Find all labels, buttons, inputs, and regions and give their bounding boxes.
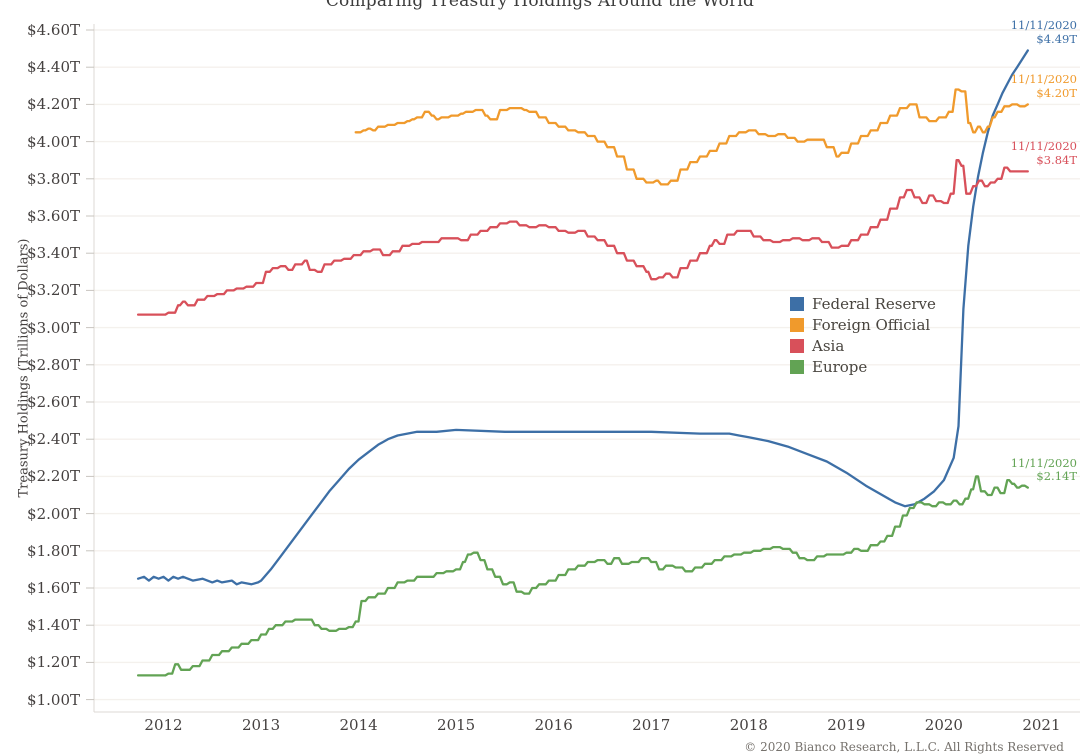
y-tick-label: $2.60T (27, 393, 80, 411)
annotation-value: $2.14T (1036, 469, 1077, 484)
gridlines (94, 29, 1080, 701)
y-tick-label: $1.20T (27, 653, 80, 672)
x-tick-label: 2016 (534, 716, 573, 734)
y-tick-label: $1.00T (27, 690, 80, 709)
y-tick-label: $2.20T (27, 467, 80, 486)
x-tick-label: 2019 (827, 716, 866, 734)
y-tick-label: $1.60T (27, 579, 80, 597)
series-line-federal-reserve (136, 49, 1029, 586)
y-tick-label: $4.40T (27, 58, 80, 77)
axis-spines (93, 24, 1080, 713)
y-tick-label: $4.60T (27, 21, 80, 39)
legend-swatch (790, 359, 804, 374)
annotation-date: 11/11/2020 (1010, 18, 1077, 33)
legend-item-europe: Europe (790, 356, 936, 377)
y-tick-label: $1.40T (27, 616, 80, 635)
annotation-value: $4.20T (1036, 85, 1077, 100)
series-line-asia (136, 159, 1029, 316)
y-tick-label: $3.80T (27, 169, 80, 188)
legend-item-foreign-official: Foreign Official (790, 314, 936, 335)
x-tick-label: 2017 (632, 716, 671, 734)
legend-label: Federal Reserve (812, 294, 936, 313)
legend-label: Europe (812, 357, 868, 376)
y-tick-label: $2.80T (27, 355, 80, 374)
legend-swatch (790, 338, 804, 353)
x-tick-label: 2021 (1022, 716, 1061, 734)
legend: Federal Reserve Foreign Official Asia Europ… (790, 293, 936, 377)
legend-swatch (790, 317, 804, 332)
legend-label: Foreign Official (812, 315, 931, 334)
y-tick-label: $3.00T (27, 318, 80, 337)
x-tick-label: 2020 (924, 716, 963, 734)
copyright-notice: © 2020 Bianco Research, L.L.C. All Right… (744, 740, 1064, 754)
x-tick-label: 2015 (437, 716, 476, 734)
y-tick-label: $3.60T (27, 207, 80, 225)
annotation-date: 11/11/2020 (1010, 139, 1077, 154)
legend-item-asia: Asia (790, 335, 936, 356)
axis-tick-marks (86, 29, 94, 701)
annotation-value: $4.49T (1036, 31, 1077, 46)
y-tick-label: $4.00T (27, 132, 80, 151)
x-tick-label: 2018 (729, 716, 768, 734)
annotation-asia: 11/11/2020 $3.84T (1011, 140, 1077, 167)
annotation-date: 11/11/2020 (1010, 455, 1077, 470)
y-tick-label: $2.40T (27, 430, 80, 449)
x-tick-label: 2013 (241, 716, 281, 734)
series-line-foreign-official (354, 88, 1029, 186)
legend-swatch (790, 296, 804, 311)
y-tick-label: $3.40T (27, 244, 80, 263)
series-line-europe (136, 475, 1029, 677)
y-tick-label: $4.20T (27, 95, 80, 114)
x-tick-label: 2014 (339, 716, 378, 734)
annotation-federal-reserve: 11/11/2020 $4.49T (1011, 19, 1077, 46)
annotation-europe: 11/11/2020 $2.14T (1010, 455, 1077, 484)
y-tick-label: $2.00T (27, 504, 80, 523)
annotation-foreign-official: 11/11/2020 $4.20T (1011, 73, 1077, 100)
annotation-date: 11/11/2020 (1010, 72, 1077, 87)
x-tick-label: 2012 (144, 716, 183, 734)
y-tick-label: $3.20T (27, 281, 80, 300)
y-tick-label: $1.80T (27, 541, 80, 560)
legend-label: Asia (812, 336, 845, 355)
annotation-value: $3.84T (1036, 152, 1077, 167)
chart-title: Comparing Treasury Holdings Around the W… (325, 0, 755, 11)
legend-item-federal-reserve: Federal Reserve (790, 293, 936, 314)
